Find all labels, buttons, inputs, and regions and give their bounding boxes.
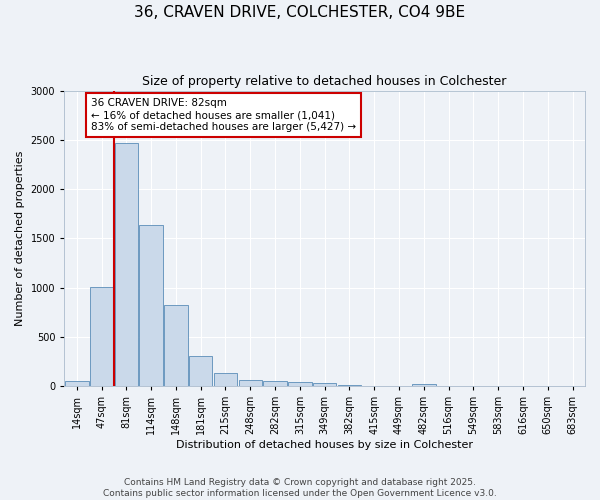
Bar [239,380,262,386]
Bar [164,306,188,386]
Text: 36 CRAVEN DRIVE: 82sqm
← 16% of detached houses are smaller (1,041)
83% of semi-: 36 CRAVEN DRIVE: 82sqm ← 16% of detached… [91,98,356,132]
Bar [338,384,361,386]
Bar [214,372,237,386]
Bar [263,380,287,386]
Bar [90,287,113,386]
Bar [189,356,212,386]
Bar [412,384,436,386]
Bar [313,383,337,386]
Title: Size of property relative to detached houses in Colchester: Size of property relative to detached ho… [142,75,507,88]
Y-axis label: Number of detached properties: Number of detached properties [15,150,25,326]
Bar [65,380,89,386]
Text: Contains HM Land Registry data © Crown copyright and database right 2025.
Contai: Contains HM Land Registry data © Crown c… [103,478,497,498]
Bar [139,224,163,386]
Text: 36, CRAVEN DRIVE, COLCHESTER, CO4 9BE: 36, CRAVEN DRIVE, COLCHESTER, CO4 9BE [134,5,466,20]
Bar [115,143,138,386]
Bar [288,382,311,386]
X-axis label: Distribution of detached houses by size in Colchester: Distribution of detached houses by size … [176,440,473,450]
